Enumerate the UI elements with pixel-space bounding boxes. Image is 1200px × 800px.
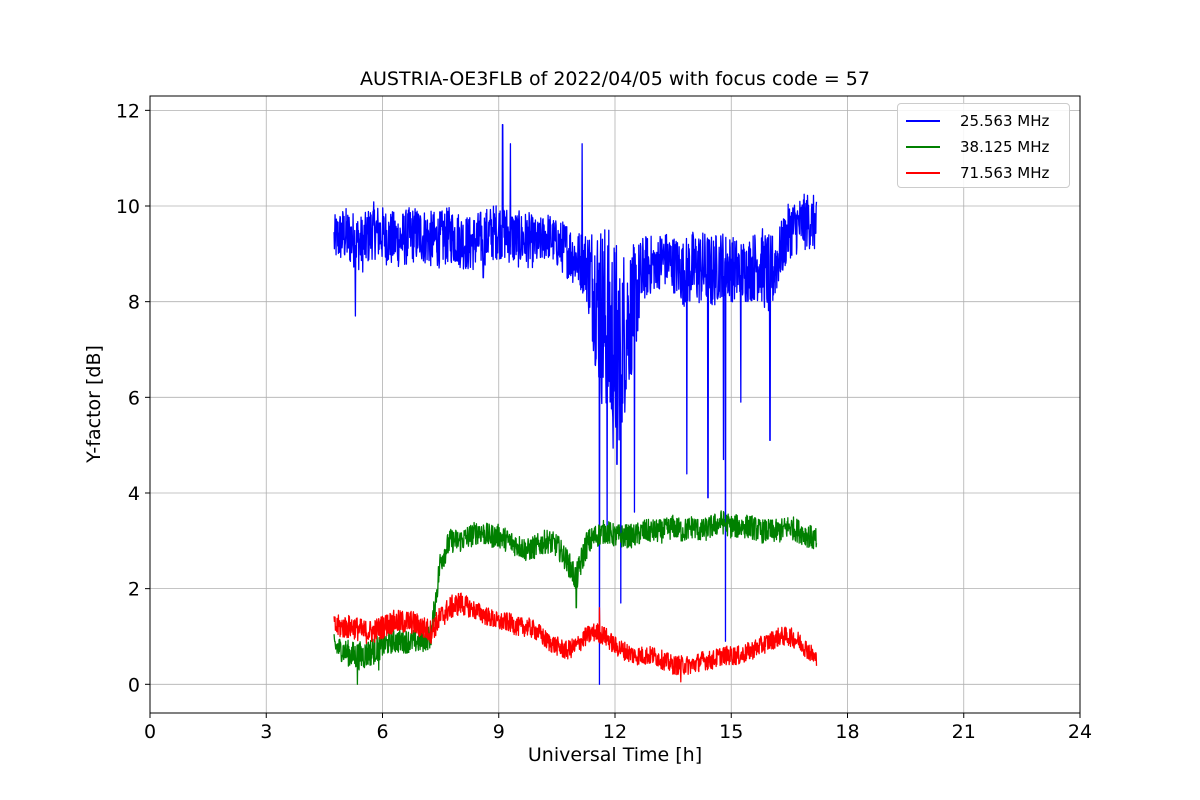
legend-swatch-red [906,172,940,174]
y-tick-label: 4 [128,483,140,505]
x-tick-label: 15 [719,721,743,743]
plot-area [333,124,818,685]
series-line [333,510,818,685]
x-tick-label: 9 [493,721,505,743]
y-tick-label: 12 [116,100,140,122]
legend-swatch-blue [906,120,940,122]
y-tick-label: 2 [128,579,140,601]
y-axis-label: Y-factor [dB] [83,345,105,463]
y-tick-label: 8 [128,292,140,314]
series-line [333,592,818,683]
legend-item-25-563: 25.563 MHz [898,110,1069,132]
x-tick-label: 3 [260,721,272,743]
series-38-125-mhz [333,510,818,685]
y-tick-label: 6 [128,387,140,409]
legend-label: 71.563 MHz [960,164,1050,182]
legend-item-38-125: 38.125 MHz [898,136,1069,158]
x-axis-label: Universal Time [h] [527,744,703,766]
x-tick-label: 18 [835,721,859,743]
x-tick-label: 0 [144,721,156,743]
legend-label: 38.125 MHz [960,138,1050,156]
y-tick-label: 10 [116,196,140,218]
x-tick-label: 24 [1068,721,1092,743]
legend: 25.563 MHz 38.125 MHz 71.563 MHz [897,103,1070,188]
x-tick-label: 12 [603,721,627,743]
series-25-563-mhz [333,124,818,685]
y-tick-label: 0 [128,674,140,696]
x-tick-label: 6 [376,721,388,743]
x-tick-label: 21 [952,721,976,743]
series-line [333,124,818,685]
legend-item-71-563: 71.563 MHz [898,162,1069,184]
legend-swatch-green [906,146,940,148]
legend-label: 25.563 MHz [960,112,1050,130]
series-71-563-mhz [333,592,818,683]
chart-title: AUSTRIA-OE3FLB of 2022/04/05 with focus … [360,68,870,90]
